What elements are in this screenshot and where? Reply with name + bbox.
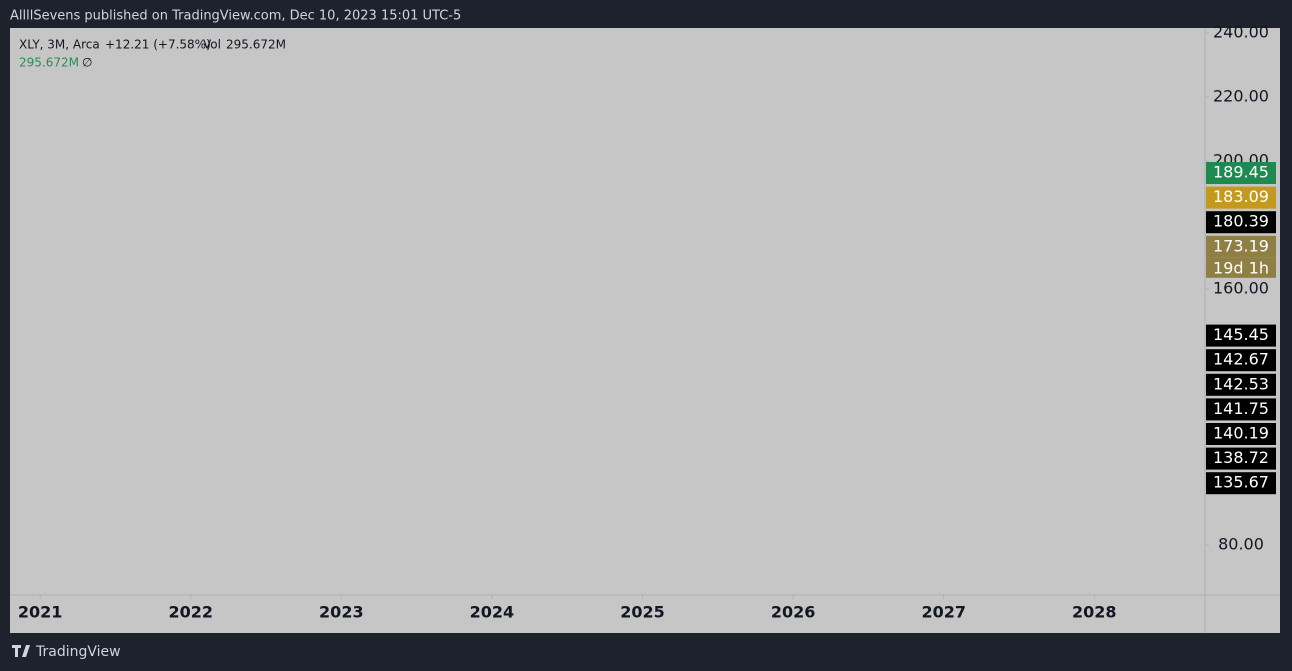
price-label: 138.72 <box>1213 448 1269 467</box>
price-label: 180.39 <box>1213 212 1269 231</box>
countdown-box <box>1206 257 1276 278</box>
x-tick-label: 2024 <box>470 603 515 622</box>
price-label: 173.19 <box>1213 236 1269 255</box>
price-label-box <box>1206 186 1276 209</box>
logo <box>12 645 30 657</box>
price-label-box <box>1206 472 1276 495</box>
price-label: 142.67 <box>1213 350 1269 369</box>
price-label-box <box>1206 398 1276 421</box>
vol-line: 295.672M <box>19 56 79 70</box>
x-tick-label: 2027 <box>921 603 966 622</box>
x-tick-label: 2028 <box>1072 603 1117 622</box>
price-label: 183.09 <box>1213 187 1269 206</box>
x-tick-label: 2025 <box>620 603 665 622</box>
vol-name: Vol <box>203 38 221 52</box>
vol-ma: ∅ <box>82 56 92 70</box>
x-tick-label: 2022 <box>168 603 213 622</box>
change: +12.21 (+7.58%) <box>105 38 211 52</box>
price-label-box <box>1206 349 1276 372</box>
price-label: 135.67 <box>1213 473 1269 492</box>
price-label: 140.19 <box>1213 423 1269 442</box>
price-label: 145.45 <box>1213 325 1269 344</box>
x-tick-label: 2021 <box>18 603 63 622</box>
countdown: 19d 1h <box>1213 258 1269 277</box>
publish-info: AllllSevens published on TradingView.com… <box>10 9 461 24</box>
chart-background <box>10 28 1280 633</box>
price-label: 189.45 <box>1213 163 1269 182</box>
price-label-box <box>1206 373 1276 396</box>
x-tick-label: 2023 <box>319 603 364 622</box>
footer-brand: TradingView <box>35 644 121 660</box>
symbol: XLY, 3M, Arca <box>19 38 100 52</box>
price-label-box <box>1206 422 1276 445</box>
price-label: 141.75 <box>1213 399 1269 418</box>
price-label: 142.53 <box>1213 374 1269 393</box>
price-label-box <box>1206 211 1276 234</box>
y-tick-label: 160.00 <box>1213 279 1269 298</box>
y-tick-label: 80.00 <box>1218 535 1264 554</box>
y-tick-label: 240.00 <box>1213 22 1269 41</box>
x-tick-label: 2026 <box>771 603 816 622</box>
price-label-box <box>1206 447 1276 470</box>
price-label-box <box>1206 324 1276 347</box>
vol-value: 295.672M <box>226 38 286 52</box>
price-label-box <box>1206 235 1276 258</box>
y-tick-label: 220.00 <box>1213 87 1269 106</box>
price-label-box <box>1206 162 1276 185</box>
